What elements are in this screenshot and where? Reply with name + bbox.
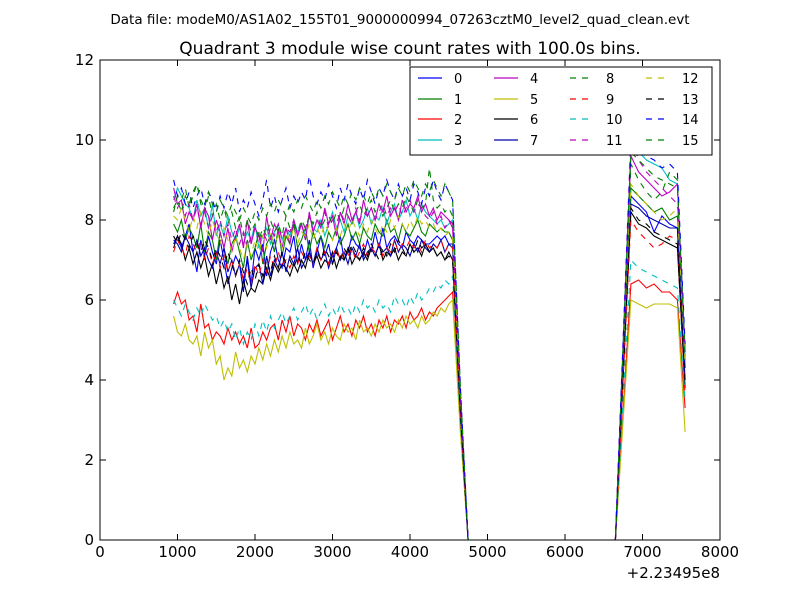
series-line-6 (173, 210, 686, 540)
series-line-13 (173, 206, 686, 540)
x-tick-label: 8000 (701, 543, 739, 561)
legend-label-6: 6 (530, 113, 538, 128)
x-tick-label: 6000 (546, 543, 584, 561)
series-line-2 (173, 279, 686, 540)
legend-label-4: 4 (530, 72, 538, 87)
series-line-10 (173, 258, 686, 540)
y-tick-label: 0 (84, 531, 94, 549)
x-offset-label: +2.23495e8 (627, 564, 720, 582)
legend-label-1: 1 (454, 93, 462, 108)
chart-title: Quadrant 3 module wise count rates with … (179, 39, 640, 59)
x-axis: 0 1000 2000 3000 4000 5000 6000 7000 8000 (95, 60, 739, 561)
series-line-5 (173, 298, 686, 540)
legend-label-10: 10 (606, 113, 623, 128)
legend-label-5: 5 (530, 93, 538, 108)
series-layer (173, 135, 686, 540)
legend-label-2: 2 (454, 113, 462, 128)
y-tick-label: 12 (75, 51, 94, 69)
series-line-12 (173, 182, 686, 540)
x-tick-label: 7000 (623, 543, 661, 561)
x-tick-label: 2000 (236, 543, 274, 561)
series-line-11 (173, 135, 686, 540)
legend-label-8: 8 (606, 72, 614, 87)
y-tick-label: 4 (84, 371, 94, 389)
series-line-4 (173, 155, 686, 540)
legend-label-11: 11 (606, 134, 623, 149)
series-line-3 (173, 147, 686, 540)
x-tick-label: 0 (95, 543, 105, 561)
legend-label-14: 14 (682, 113, 699, 128)
x-tick-label: 4000 (391, 543, 429, 561)
legend-label-15: 15 (682, 134, 699, 149)
legend-label-9: 9 (606, 93, 614, 108)
series-line-8 (173, 163, 686, 540)
series-line-15 (173, 150, 686, 540)
y-tick-label: 6 (84, 291, 94, 309)
legend-label-7: 7 (530, 134, 538, 149)
x-tick-label: 1000 (158, 543, 196, 561)
legend-label-3: 3 (454, 134, 462, 149)
y-tick-label: 2 (84, 451, 94, 469)
legend-label-13: 13 (682, 93, 699, 108)
legend-label-12: 12 (682, 72, 699, 87)
series-line-14 (173, 142, 686, 540)
legend-label-0: 0 (454, 72, 462, 87)
y-tick-label: 8 (84, 211, 94, 229)
y-tick-label: 10 (75, 131, 94, 149)
series-line-0 (173, 194, 686, 540)
x-tick-label: 3000 (313, 543, 351, 561)
series-line-9 (173, 218, 686, 540)
datafile-label: Data file: modeM0/AS1A02_155T01_90000009… (110, 12, 689, 28)
x-tick-label: 5000 (468, 543, 506, 561)
